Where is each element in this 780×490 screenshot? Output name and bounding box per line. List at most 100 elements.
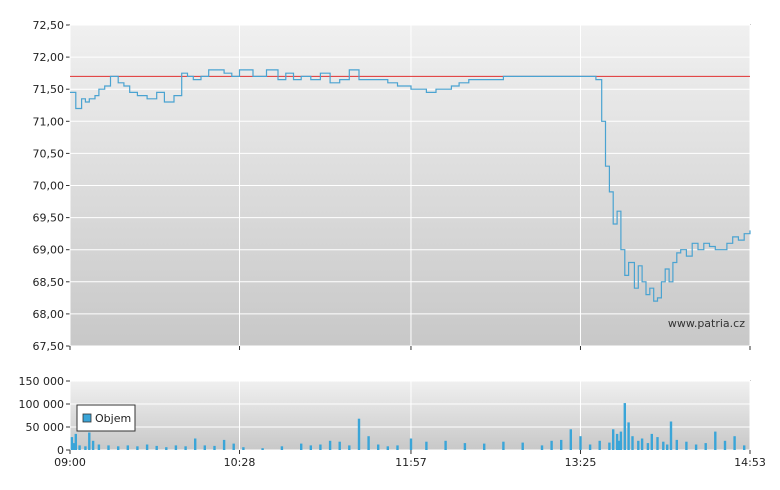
volume-bar bbox=[328, 440, 332, 450]
volume-bar bbox=[521, 442, 524, 450]
volume-bar bbox=[540, 445, 544, 450]
time-tick-label: 14:53 bbox=[734, 456, 766, 469]
volume-tick-label: 0 bbox=[57, 444, 64, 457]
price-tick-label: 68,00 bbox=[33, 308, 65, 321]
volume-bar bbox=[550, 440, 553, 450]
volume-bar bbox=[222, 439, 226, 450]
volume-bar bbox=[502, 441, 505, 450]
volume-bar bbox=[97, 444, 101, 450]
volume-bar bbox=[377, 444, 380, 450]
volume-bar bbox=[425, 441, 428, 450]
price-y-axis: 72,50 72,00 71,50 71,00 70,50 70,00 69,50 69,00… bbox=[33, 19, 70, 353]
volume-bar bbox=[675, 439, 678, 450]
volume-bar bbox=[627, 422, 630, 450]
volume-bar bbox=[136, 446, 139, 450]
volume-bar bbox=[637, 440, 640, 450]
volume-bar bbox=[409, 438, 413, 450]
volume-bar bbox=[588, 444, 592, 450]
volume-panel: 150 000 100 000 50 000 0 09:00 10:28 11:57 13:… bbox=[19, 375, 766, 469]
price-tick-label: 67,50 bbox=[33, 340, 65, 353]
volume-bar bbox=[194, 438, 197, 450]
volume-bar bbox=[72, 443, 76, 450]
volume-bar bbox=[662, 441, 665, 450]
price-tick-label: 70,00 bbox=[33, 180, 65, 193]
volume-bar bbox=[107, 445, 110, 450]
volume-bar bbox=[184, 446, 187, 450]
volume-bar bbox=[174, 445, 178, 450]
volume-bar bbox=[396, 445, 399, 450]
volume-bar bbox=[213, 445, 216, 450]
volume-bar bbox=[733, 436, 736, 450]
price-tick-label: 72,50 bbox=[33, 19, 65, 32]
volume-bar bbox=[646, 443, 650, 450]
volume-bar bbox=[656, 437, 659, 450]
volume-bar bbox=[338, 441, 341, 450]
volume-bar bbox=[70, 437, 74, 450]
volume-bar bbox=[694, 444, 698, 450]
volume-tick-label: 50 000 bbox=[26, 421, 65, 434]
volume-y-axis: 150 000 100 000 50 000 0 bbox=[19, 375, 70, 457]
volume-bar bbox=[463, 443, 467, 450]
volume-bar bbox=[357, 418, 361, 450]
volume-bar bbox=[91, 440, 95, 450]
volume-bar bbox=[743, 445, 746, 450]
volume-bar bbox=[483, 443, 486, 450]
volume-bar bbox=[386, 446, 389, 450]
volume-bar bbox=[685, 441, 688, 450]
volume-bar bbox=[569, 429, 572, 450]
volume-bar bbox=[261, 448, 264, 450]
volume-bar bbox=[631, 436, 634, 450]
volume-bar bbox=[608, 442, 611, 450]
volume-bar bbox=[598, 440, 601, 450]
volume-bar bbox=[117, 446, 120, 450]
volume-bar bbox=[704, 443, 707, 450]
price-x-grid bbox=[69, 25, 751, 350]
volume-bar bbox=[88, 432, 91, 450]
volume-bar bbox=[84, 446, 87, 450]
volume-bar bbox=[640, 438, 644, 450]
volume-bar bbox=[723, 440, 727, 450]
price-tick-label: 69,00 bbox=[33, 244, 65, 257]
price-tick-label: 68,50 bbox=[33, 276, 65, 289]
legend-swatch bbox=[82, 413, 92, 423]
volume-tick-label: 150 000 bbox=[19, 375, 65, 388]
price-tick-label: 69,50 bbox=[33, 212, 65, 225]
volume-x-axis: 09:00 10:28 11:57 13:25 14:53 bbox=[54, 450, 766, 469]
volume-bar bbox=[126, 445, 129, 450]
time-tick-label: 09:00 bbox=[54, 456, 86, 469]
volume-legend: Objem bbox=[76, 404, 136, 432]
volume-bar bbox=[145, 444, 149, 450]
volume-bar bbox=[619, 431, 623, 450]
volume-bars bbox=[70, 403, 746, 450]
legend-label: Objem bbox=[95, 412, 131, 425]
volume-bar bbox=[319, 444, 322, 450]
volume-bar bbox=[165, 447, 168, 450]
volume-bar bbox=[300, 443, 303, 450]
price-tick-label: 70,50 bbox=[33, 147, 65, 160]
volume-bar bbox=[232, 443, 235, 450]
volume-bar bbox=[612, 429, 615, 450]
volume-bar bbox=[650, 433, 653, 450]
time-tick-label: 10:28 bbox=[224, 456, 256, 469]
volume-bar bbox=[348, 445, 351, 450]
volume-bar bbox=[617, 440, 621, 450]
time-tick-label: 11:57 bbox=[395, 456, 427, 469]
volume-bar bbox=[714, 431, 717, 450]
volume-bar bbox=[444, 440, 447, 450]
volume-bar bbox=[367, 436, 370, 450]
volume-bar bbox=[242, 447, 245, 450]
price-panel: 72,50 72,00 71,50 71,00 70,50 70,00 69,50 69,00… bbox=[33, 19, 751, 353]
volume-tick-label: 100 000 bbox=[19, 398, 65, 411]
volume-bar bbox=[280, 446, 284, 450]
price-tick-label: 71,50 bbox=[33, 83, 65, 96]
volume-bar bbox=[203, 445, 206, 450]
volume-bar bbox=[78, 445, 81, 450]
price-line bbox=[70, 69, 751, 302]
volume-bar bbox=[155, 445, 158, 450]
volume-bar bbox=[560, 439, 563, 450]
time-tick-label: 13:25 bbox=[565, 456, 597, 469]
volume-bar bbox=[623, 403, 626, 450]
price-tick-label: 71,00 bbox=[33, 115, 65, 128]
price-tick-label: 72,00 bbox=[33, 51, 65, 64]
